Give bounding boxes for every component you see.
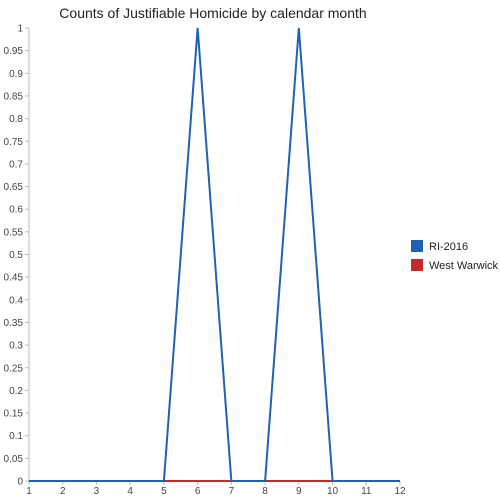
- y-tick-label: 0.7: [9, 159, 23, 170]
- series-lines: [29, 27, 400, 482]
- y-tick-label: 0.95: [4, 46, 24, 57]
- y-tick-label: 0.3: [9, 341, 23, 352]
- y-tick-label: 0.75: [4, 137, 24, 148]
- x-tick-label: 9: [296, 486, 302, 497]
- y-tick-label: 0.9: [9, 69, 23, 80]
- series-line-ri-2016: [29, 27, 400, 482]
- y-tick-label: 0.85: [4, 91, 24, 102]
- x-tick-label: 10: [327, 486, 339, 497]
- legend-label: West Warwick: [429, 260, 499, 272]
- y-tick-label: 0.8: [9, 114, 23, 125]
- x-tick-label: 8: [262, 486, 268, 497]
- y-tick-label: 0.2: [9, 386, 23, 397]
- y-tick-label: 0.55: [4, 227, 24, 238]
- y-tick-label: 0.5: [9, 250, 23, 261]
- y-tick-label: 0.4: [9, 295, 23, 306]
- x-tick-label: 1: [26, 486, 32, 497]
- x-tick-label: 6: [195, 486, 201, 497]
- x-tick-label: 5: [161, 486, 167, 497]
- y-tick-label: 0: [17, 477, 23, 488]
- x-tick-label: 2: [60, 486, 66, 497]
- chart-title: Counts of Justifiable Homicide by calend…: [59, 5, 366, 21]
- x-tick-label: 4: [127, 486, 133, 497]
- x-tick-label: 3: [94, 486, 100, 497]
- y-tick-label: 0.35: [4, 318, 24, 329]
- x-tick-label: 12: [394, 486, 406, 497]
- legend: RI-2016 West Warwick: [411, 240, 499, 272]
- y-tick-label: 0.05: [4, 454, 24, 465]
- y-tick-label: 0.65: [4, 182, 24, 193]
- y-tick-label: 0.6: [9, 205, 23, 216]
- y-tick-label: 0.1: [9, 431, 23, 442]
- y-tick-label: 0.25: [4, 363, 24, 374]
- legend-swatch: [411, 259, 423, 271]
- legend-label: RI-2016: [429, 241, 468, 253]
- y-tick-label: 0.45: [4, 273, 24, 284]
- y-tick-label: 0.15: [4, 409, 24, 420]
- axes: 0 0.05 0.1 0.15 0.2 0.25 0.3 0.35 0.4 0.45 0.5 0.55…: [4, 24, 406, 498]
- x-tick-label: 11: [361, 486, 372, 497]
- legend-swatch: [411, 240, 423, 252]
- x-tick-label: 7: [229, 486, 235, 497]
- y-tick-label: 1: [17, 24, 23, 35]
